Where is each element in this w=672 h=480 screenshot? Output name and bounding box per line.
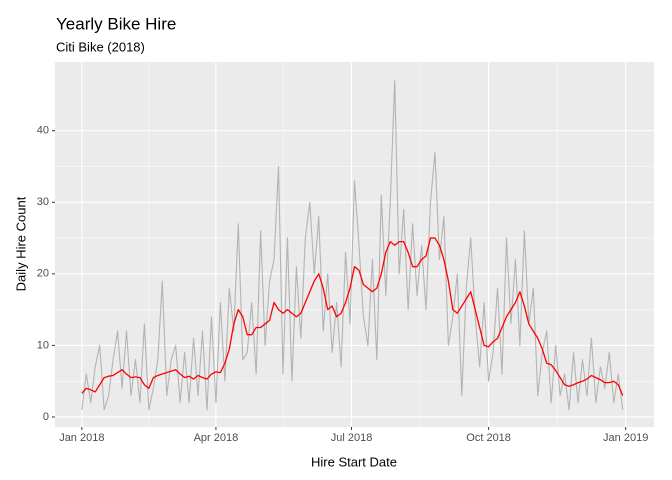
- x-tick-label: Jan 2019: [603, 432, 648, 444]
- x-tick-label: Jan 2018: [59, 432, 104, 444]
- y-tick-label: 10: [37, 339, 49, 351]
- x-tick-label: Apr 2018: [194, 432, 239, 444]
- y-axis-label: Daily Hire Count: [13, 196, 28, 291]
- y-tick-label: 40: [37, 125, 49, 137]
- x-axis-label: Hire Start Date: [311, 454, 397, 469]
- plot-panel: [55, 62, 654, 427]
- x-tick-label: Oct 2018: [466, 432, 511, 444]
- y-tick-label: 0: [43, 411, 49, 423]
- chart-title: Yearly Bike Hire: [56, 14, 176, 33]
- chart-subtitle: Citi Bike (2018): [56, 39, 145, 54]
- x-tick-label: Jul 2018: [331, 432, 373, 444]
- data-line: [81, 80, 624, 411]
- y-tick-label: 30: [37, 196, 49, 208]
- data-line: [81, 237, 624, 396]
- y-tick-label: 20: [37, 268, 49, 280]
